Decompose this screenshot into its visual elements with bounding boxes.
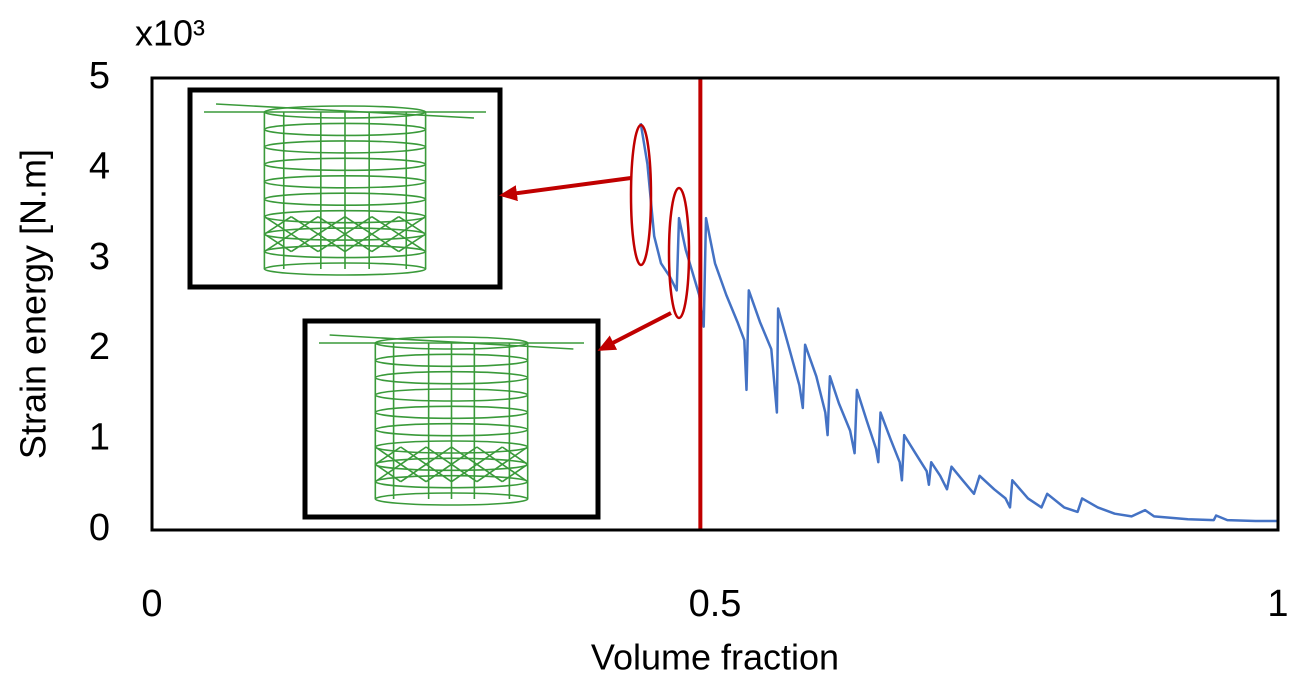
callout-arrow — [597, 311, 672, 351]
lattice-brace — [425, 463, 452, 483]
highlight-ellipse — [629, 123, 653, 267]
lattice-brace — [371, 215, 400, 235]
y-tick-label: 5 — [89, 55, 110, 97]
x-tick-label: 1 — [1267, 583, 1288, 625]
lattice-brace — [371, 233, 400, 253]
lattice-brace — [400, 446, 427, 465]
lattice-brace — [290, 233, 319, 253]
x-axis-label: Volume fraction — [591, 637, 839, 677]
lattice-brace — [501, 463, 529, 483]
lattice-brace — [476, 446, 503, 465]
lattice-brace — [374, 463, 402, 483]
lattice-brace — [425, 446, 452, 465]
callout-arrow — [499, 176, 632, 202]
lattice-bar — [215, 103, 475, 119]
y-axis-label: Strain energy [N.m] — [13, 149, 54, 459]
lattice-brace — [263, 215, 292, 235]
y-tick-label: 3 — [89, 236, 110, 278]
plot-frame — [150, 76, 1280, 532]
x-tick-label: 0.5 — [689, 583, 742, 625]
x-tick-label: 0 — [141, 583, 162, 625]
lattice-brace — [317, 215, 346, 235]
y-tick-label: 0 — [89, 507, 110, 549]
lattice-brace — [398, 215, 427, 235]
y-multiplier: x10³ — [135, 13, 205, 54]
lattice-brace — [344, 233, 373, 253]
lattice-brace — [344, 215, 373, 235]
lattice-brace — [263, 233, 292, 253]
y-tick-label: 4 — [89, 145, 110, 187]
y-tick-label: 1 — [89, 417, 110, 459]
lattice-drawing — [319, 334, 584, 506]
lattice-brace — [451, 446, 478, 465]
lattice-brace — [501, 446, 529, 465]
lattice-brace — [476, 463, 503, 483]
lattice-brace — [317, 233, 346, 253]
highlight-ellipse — [667, 186, 691, 320]
data-line — [639, 122, 1278, 523]
lattice-brace — [398, 233, 427, 253]
lattice-brace — [451, 463, 478, 483]
lattice-brace — [400, 463, 427, 483]
y-tick-label: 2 — [89, 326, 110, 368]
lattice-bar — [329, 334, 574, 350]
lattice-brace — [290, 215, 319, 235]
lattice-brace — [374, 446, 402, 465]
lattice-drawing — [204, 103, 486, 276]
